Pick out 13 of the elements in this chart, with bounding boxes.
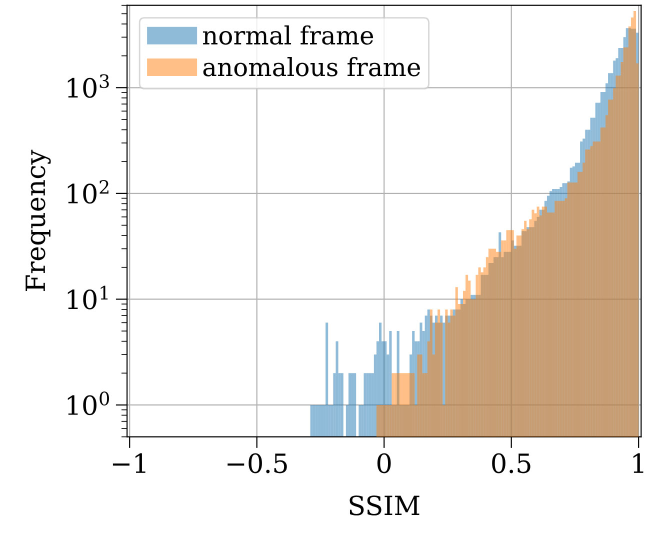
x-axis-title: SSIM xyxy=(350,495,420,516)
y-tick-label: 10$^{3}$ xyxy=(68,74,109,98)
y-tick-label: 10$^{1}$ xyxy=(68,286,108,310)
legend-label: anomalous frame xyxy=(203,57,420,76)
x-tick-label: −1 xyxy=(112,453,146,473)
y-axis-title: Frequency xyxy=(26,150,51,291)
x-tick-label: 1 xyxy=(633,453,644,473)
x-tick-label: 0 xyxy=(377,453,391,474)
y-tick-label: 10$^{0}$ xyxy=(68,392,109,416)
y-tick-label: 10$^{2}$ xyxy=(68,180,108,204)
x-tick-label: −0.5 xyxy=(228,453,287,474)
x-tick-label: 0.5 xyxy=(492,453,530,474)
legend-label: normal frame xyxy=(202,25,374,45)
